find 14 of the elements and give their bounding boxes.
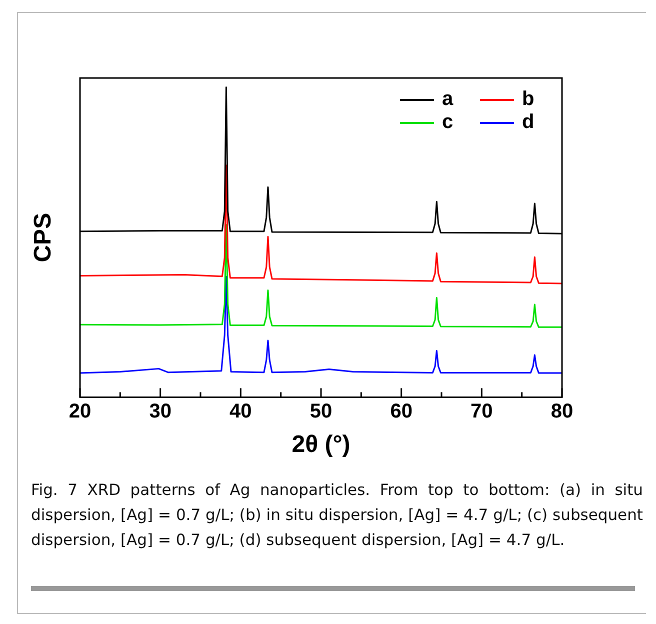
- x-tick-label: 70: [470, 400, 493, 423]
- x-tick-label: 50: [310, 400, 332, 423]
- legend-label: d: [521, 111, 536, 134]
- x-tick-label: 20: [68, 400, 92, 423]
- legend-label: a: [441, 88, 454, 111]
- y-axis-title: CPS: [30, 212, 57, 262]
- legend-label: b: [521, 88, 536, 111]
- x-tick-label: 80: [550, 400, 574, 423]
- x-tick-label: 60: [390, 400, 412, 423]
- legend-label: c: [441, 111, 454, 134]
- x-tick-label: 30: [149, 400, 172, 423]
- caption: Fig. 7 XRD patterns of Ag nanoparticles. From top to bottom: (a) in situ dispersion, [Ag] = 0.7 g/L; (b) in situ dispersion, [Ag] = 4.7 g/L; (c) subsequent dispersion, [Ag] = 0.7 g/L; (d) subsequent dispersion, [Ag] = 4.7 g/L.: [31, 480, 643, 551]
- x-tick-label: 40: [230, 400, 252, 423]
- x-axis-title: 2θ (°): [292, 431, 350, 458]
